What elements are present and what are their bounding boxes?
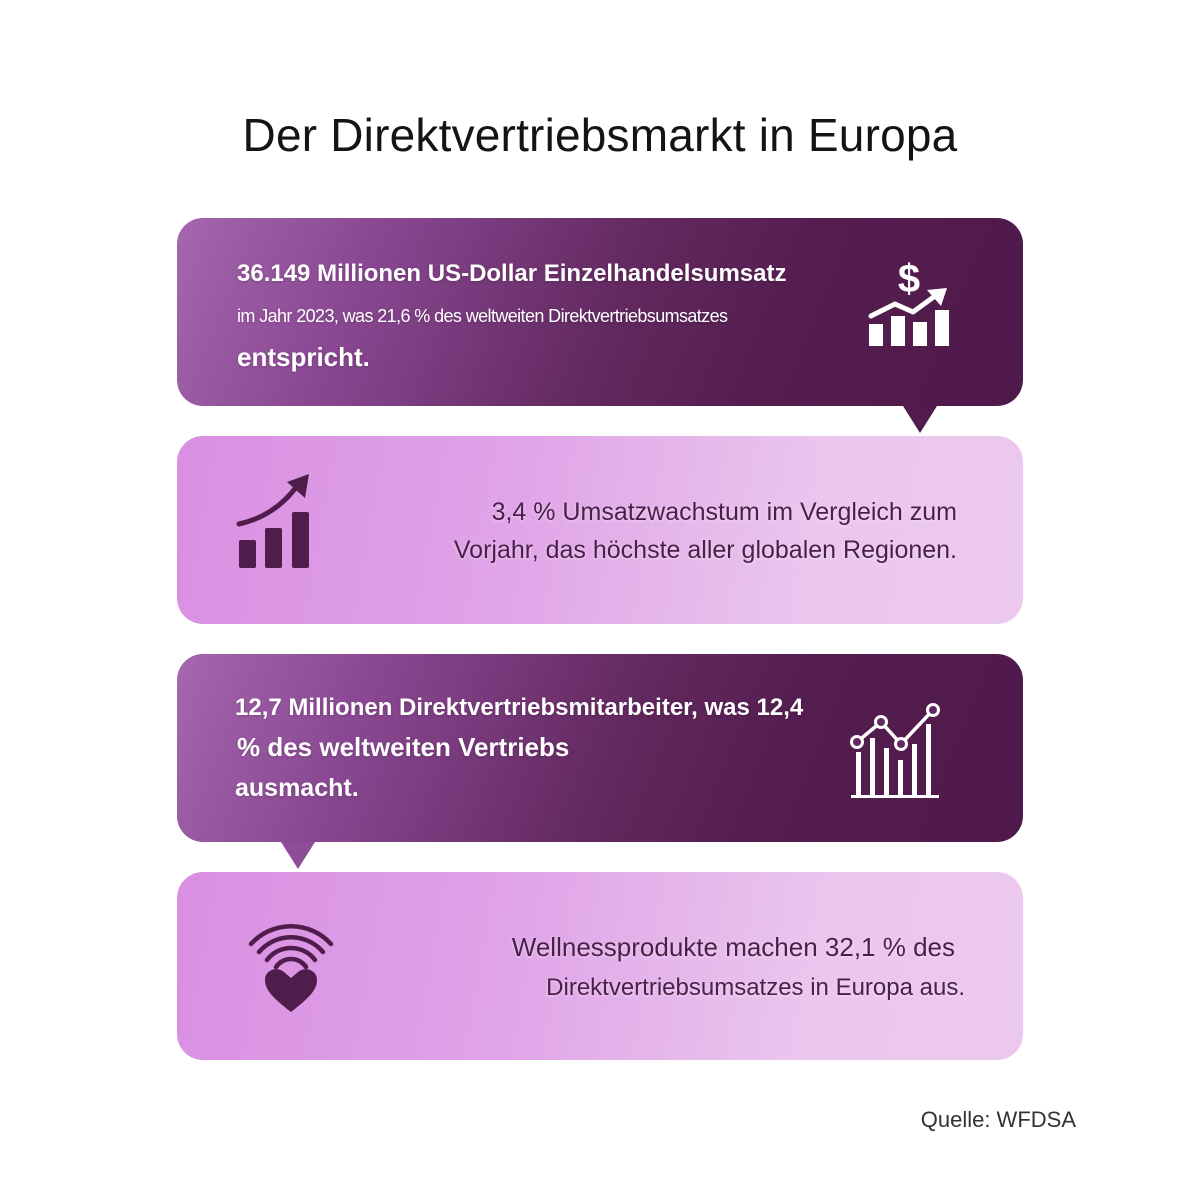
card-text-line2: Vorjahr, das höchste aller globalen Regi…	[453, 536, 957, 564]
card-text-line3: entspricht.	[237, 342, 370, 372]
growth-chart-icon	[236, 474, 309, 568]
card-text-line2: im Jahr 2023, was 21,6 % des weltweiten …	[237, 306, 728, 326]
page-title: Der Direktvertriebsmarkt in Europa	[242, 109, 958, 161]
dollar-bar-chart-icon: $	[868, 257, 949, 346]
card-text-line1: 36.149 Millionen US-Dollar Einzelhandels…	[237, 260, 787, 287]
card-text-line1: Wellnessprodukte machen 32,1 % des	[511, 932, 955, 962]
card-pointer	[281, 842, 315, 869]
card-text-line2: Direktvertriebsumsatzes in Europa aus.	[546, 974, 965, 1001]
stat-card-revenue: 36.149 Millionen US-Dollar Einzelhandels…	[177, 218, 1023, 406]
card-text-line1: 3,4 % Umsatzwachstum im Vergleich zum	[491, 498, 957, 526]
card-text-line3: ausmacht.	[235, 774, 359, 802]
card-text-line2: % des weltweiten Vertriebs	[237, 732, 570, 762]
card-pointer	[903, 406, 937, 433]
svg-text:$: $	[898, 257, 920, 301]
source-label: Quelle: WFDSA	[920, 1107, 1076, 1132]
stat-card-growth: 3,4 % Umsatzwachstum im Vergleich zum Vo…	[177, 436, 1023, 624]
stat-card-wellness: Wellnessprodukte machen 32,1 % des Direk…	[177, 872, 1023, 1060]
heart-signal-icon	[248, 924, 334, 1012]
line-bar-chart-icon	[850, 703, 940, 798]
stat-card-salesforce: 12,7 Millionen Direktvertriebsmitarbeite…	[177, 654, 1023, 842]
card-text-line1: 12,7 Millionen Direktvertriebsmitarbeite…	[235, 694, 804, 721]
